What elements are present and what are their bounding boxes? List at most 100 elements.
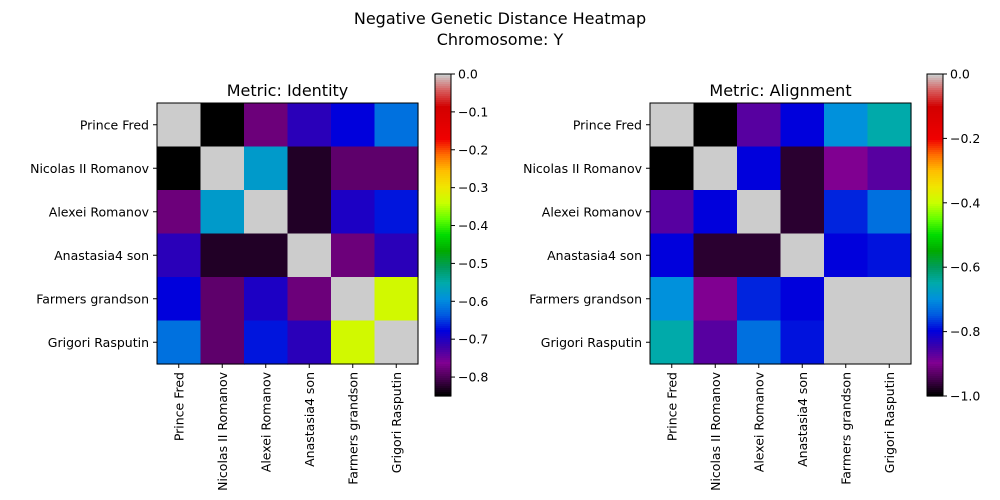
heatmap-cell [867, 190, 912, 235]
colorbar-segment [435, 142, 451, 145]
heatmap-cell [200, 320, 245, 365]
colorbar-segment [435, 278, 451, 281]
colorbar-segment [927, 128, 943, 131]
heatmap-cell [374, 320, 419, 365]
colorbar-segment [435, 340, 451, 343]
colorbar-segment [435, 288, 451, 291]
colorbar-segment [927, 288, 943, 291]
heatmap-cell [200, 277, 245, 322]
colorbar-segment [435, 370, 451, 373]
y-tick-label: Alexei Romanov [49, 204, 150, 219]
heatmap-cell [244, 277, 289, 322]
colorbar-segment [927, 214, 943, 217]
heatmap-cell [200, 190, 245, 235]
colorbar-segment [927, 292, 943, 295]
colorbar-segment [927, 366, 943, 369]
colorbar-segment [435, 182, 451, 185]
colorbar-segment [435, 306, 451, 309]
colorbar-segment [435, 240, 451, 243]
colorbar-segment [927, 290, 943, 293]
colorbar-segment [927, 112, 943, 115]
colorbar-segment [927, 284, 943, 287]
colorbar-tick-label: −0.2 [458, 142, 488, 157]
colorbar-segment [927, 280, 943, 283]
colorbar-frame [434, 73, 452, 397]
colorbar-segment [927, 76, 943, 79]
colorbar-segment [927, 210, 943, 213]
colorbar-tick-label: −0.6 [458, 294, 488, 309]
heatmap-cell [867, 320, 912, 365]
colorbar-segment [435, 286, 451, 289]
colorbar-segment [927, 116, 943, 119]
colorbar-segment [435, 80, 451, 83]
colorbar-segment [435, 88, 451, 91]
colorbar-segment [435, 266, 451, 269]
colorbar-segment [435, 198, 451, 201]
heatmap-cell [737, 146, 782, 191]
colorbar-segment [435, 218, 451, 221]
colorbar-segment [435, 108, 451, 111]
colorbar-segment [927, 236, 943, 239]
colorbar-segment [435, 192, 451, 195]
colorbar-segment [927, 348, 943, 351]
colorbar-segment [927, 104, 943, 107]
colorbar-segment [927, 152, 943, 155]
colorbar-segment [927, 240, 943, 243]
colorbar-segment [927, 268, 943, 271]
colorbar-segment [927, 98, 943, 101]
y-tick-label: Alexei Romanov [542, 204, 643, 219]
colorbar-segment [435, 348, 451, 351]
colorbar-segment [435, 238, 451, 241]
colorbar-segment [927, 306, 943, 309]
colorbar-tick-label: 0.0 [950, 67, 970, 82]
colorbar-segment [927, 362, 943, 365]
colorbar-segment [927, 300, 943, 303]
colorbar-segment [435, 186, 451, 189]
colorbar-segment [435, 194, 451, 197]
colorbar-segment [927, 96, 943, 99]
heatmap-cell [244, 320, 289, 365]
heatmap-cell [867, 277, 912, 322]
colorbar-segment [927, 328, 943, 331]
colorbar-segment [435, 78, 451, 81]
colorbar-segment [435, 234, 451, 237]
colorbar-segment [435, 314, 451, 317]
heatmap-cell [157, 146, 202, 191]
colorbar-segment [435, 258, 451, 261]
colorbar-segment [435, 228, 451, 231]
colorbar-segment [927, 302, 943, 305]
colorbar-segment [927, 154, 943, 157]
colorbar-segment [927, 232, 943, 235]
colorbar-segment [435, 144, 451, 147]
colorbar-segment [435, 268, 451, 271]
colorbar-segment [927, 368, 943, 371]
colorbar-segment [927, 346, 943, 349]
colorbar-segment [435, 106, 451, 109]
colorbar-segment [927, 220, 943, 223]
colorbar-segment [435, 172, 451, 175]
heatmap-cell [780, 233, 825, 278]
heatmap-cell [780, 277, 825, 322]
colorbar-segment [927, 142, 943, 145]
colorbar-segment [435, 248, 451, 251]
x-tick-label: Nicolas II Romanov [708, 371, 723, 490]
colorbar-segment [435, 90, 451, 93]
colorbar-segment [435, 376, 451, 379]
colorbar-segment [435, 98, 451, 101]
colorbar-segment [927, 282, 943, 285]
panel-title: Metric: Alignment [709, 81, 851, 100]
colorbar-segment [435, 270, 451, 273]
colorbar-segment [927, 170, 943, 173]
colorbar-segment [927, 296, 943, 299]
colorbar-segment [927, 158, 943, 161]
colorbar-segment [927, 78, 943, 81]
colorbar-segment [927, 182, 943, 185]
colorbar-segment [927, 242, 943, 245]
panel-title: Metric: Identity [227, 81, 349, 100]
colorbar-tick-label: −1.0 [950, 389, 980, 404]
colorbar-segment [435, 316, 451, 319]
colorbar-segment [435, 214, 451, 217]
heatmap-cell [650, 103, 695, 148]
colorbar-segment [927, 100, 943, 103]
colorbar-segment [435, 102, 451, 105]
